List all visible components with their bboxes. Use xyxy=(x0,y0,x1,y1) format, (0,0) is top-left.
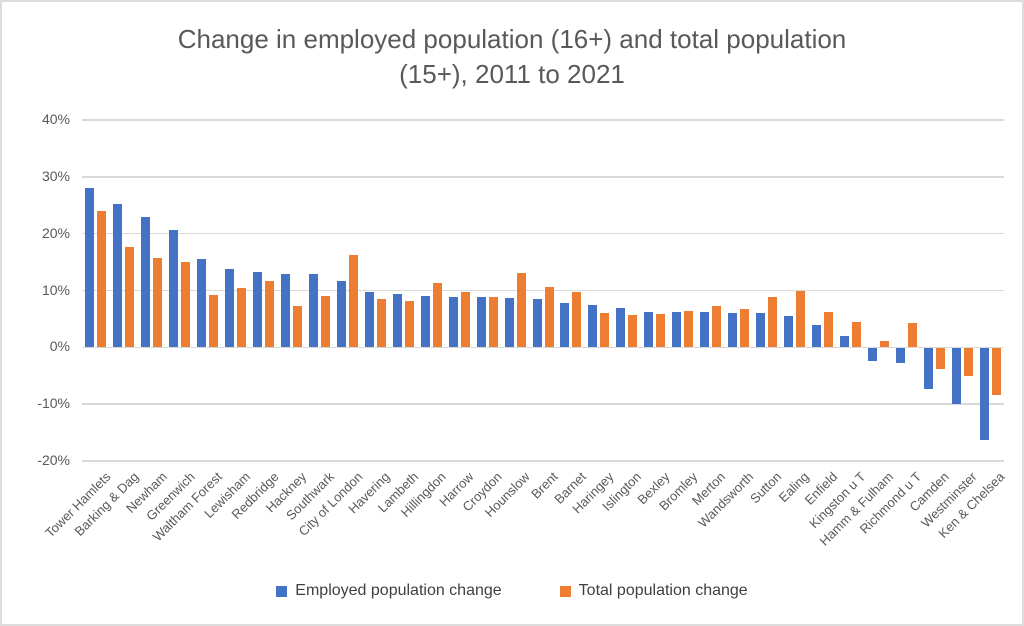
bar-employed xyxy=(839,335,849,348)
bar-employed xyxy=(560,303,570,348)
bar-employed xyxy=(783,316,793,348)
bar-employed xyxy=(504,298,514,348)
bar-employed xyxy=(951,348,961,404)
legend-label-employed: Employed population change xyxy=(295,582,502,599)
bar-employed xyxy=(756,313,765,348)
gridline xyxy=(82,289,1004,292)
bar-total xyxy=(907,323,917,348)
bar-employed xyxy=(867,348,877,361)
bar-total xyxy=(795,291,805,348)
chart-title-line1: Change in employed population (16+) and … xyxy=(177,24,847,54)
bar-employed xyxy=(811,324,821,348)
bar-employed xyxy=(895,348,905,363)
bar-total xyxy=(488,296,498,348)
bar-employed xyxy=(169,229,179,348)
bar-employed xyxy=(923,348,933,389)
bar-total xyxy=(209,295,219,348)
gridline xyxy=(82,176,1004,178)
gridline xyxy=(82,460,1004,462)
y-axis-label: 30% xyxy=(41,167,70,184)
bar-employed xyxy=(197,259,207,348)
legend-item-total: Total population change xyxy=(559,582,748,600)
bar-total xyxy=(348,254,358,348)
bar-total xyxy=(768,296,777,348)
bar-total xyxy=(125,246,135,348)
bar-employed xyxy=(308,274,318,348)
bar-employed xyxy=(253,272,263,348)
bar-employed xyxy=(644,311,654,348)
bar-employed xyxy=(616,307,626,348)
bar-total xyxy=(879,340,889,348)
bar-employed xyxy=(420,296,430,348)
bar-total xyxy=(293,305,303,348)
bar-employed xyxy=(532,299,542,348)
legend-swatch-employed-icon xyxy=(276,585,288,597)
bar-total xyxy=(572,292,582,348)
bar-employed xyxy=(588,304,598,348)
bar-employed xyxy=(141,216,151,348)
legend-swatch-total-icon xyxy=(559,585,571,597)
legend: Employed population change Total populat… xyxy=(2,582,1022,600)
chart-title-line2: (15+), 2011 to 2021 xyxy=(399,59,625,89)
y-axis-label: 40% xyxy=(41,111,70,127)
bar-employed xyxy=(476,296,486,348)
bar-total xyxy=(684,310,694,348)
bar-employed xyxy=(672,312,682,348)
bar-total xyxy=(600,312,610,348)
gridline xyxy=(82,119,1004,121)
bar-employed xyxy=(392,293,402,348)
bar-total xyxy=(153,257,163,348)
bar-total xyxy=(265,280,275,348)
plot-area xyxy=(82,119,1004,462)
bar-employed xyxy=(364,291,374,348)
y-axis-label: 20% xyxy=(41,224,70,241)
bar-employed xyxy=(448,296,458,348)
bar-total xyxy=(181,262,191,348)
bar-total xyxy=(544,287,554,348)
bar-total xyxy=(851,322,861,348)
bar-employed xyxy=(700,312,710,348)
bar-employed xyxy=(728,312,738,348)
x-axis-label: Sutton xyxy=(746,469,785,507)
bar-total xyxy=(712,305,722,348)
bar-employed xyxy=(281,274,291,348)
y-axis-label: 10% xyxy=(41,281,70,298)
bar-total xyxy=(963,348,973,377)
bar-total xyxy=(432,283,442,348)
bar-total xyxy=(656,314,666,348)
bar-total xyxy=(320,296,330,348)
gridline xyxy=(82,403,1004,405)
bar-total xyxy=(97,210,107,348)
bar-total xyxy=(404,300,414,348)
y-axis-label: -10% xyxy=(37,395,70,412)
legend-item-employed: Employed population change xyxy=(276,582,502,600)
bar-employed xyxy=(979,348,989,441)
bar-total xyxy=(935,348,945,370)
bar-employed xyxy=(85,188,95,348)
bar-employed xyxy=(225,268,235,348)
y-axis-label: 0% xyxy=(49,338,70,355)
y-axis-label: -20% xyxy=(37,452,70,468)
legend-label-total: Total population change xyxy=(578,582,748,599)
bar-employed xyxy=(336,281,346,348)
bar-total xyxy=(823,311,833,348)
bar-total xyxy=(740,309,750,348)
bar-total xyxy=(991,348,1001,395)
gridline xyxy=(82,346,1004,349)
bar-total xyxy=(516,272,526,348)
bar-total xyxy=(376,299,386,348)
bar-employed xyxy=(113,204,123,348)
gridline xyxy=(82,232,1004,235)
bar-total xyxy=(460,292,470,348)
chart-title: Change in employed population (16+) and … xyxy=(2,22,1022,92)
bar-total xyxy=(628,314,638,348)
bar-total xyxy=(237,287,247,348)
